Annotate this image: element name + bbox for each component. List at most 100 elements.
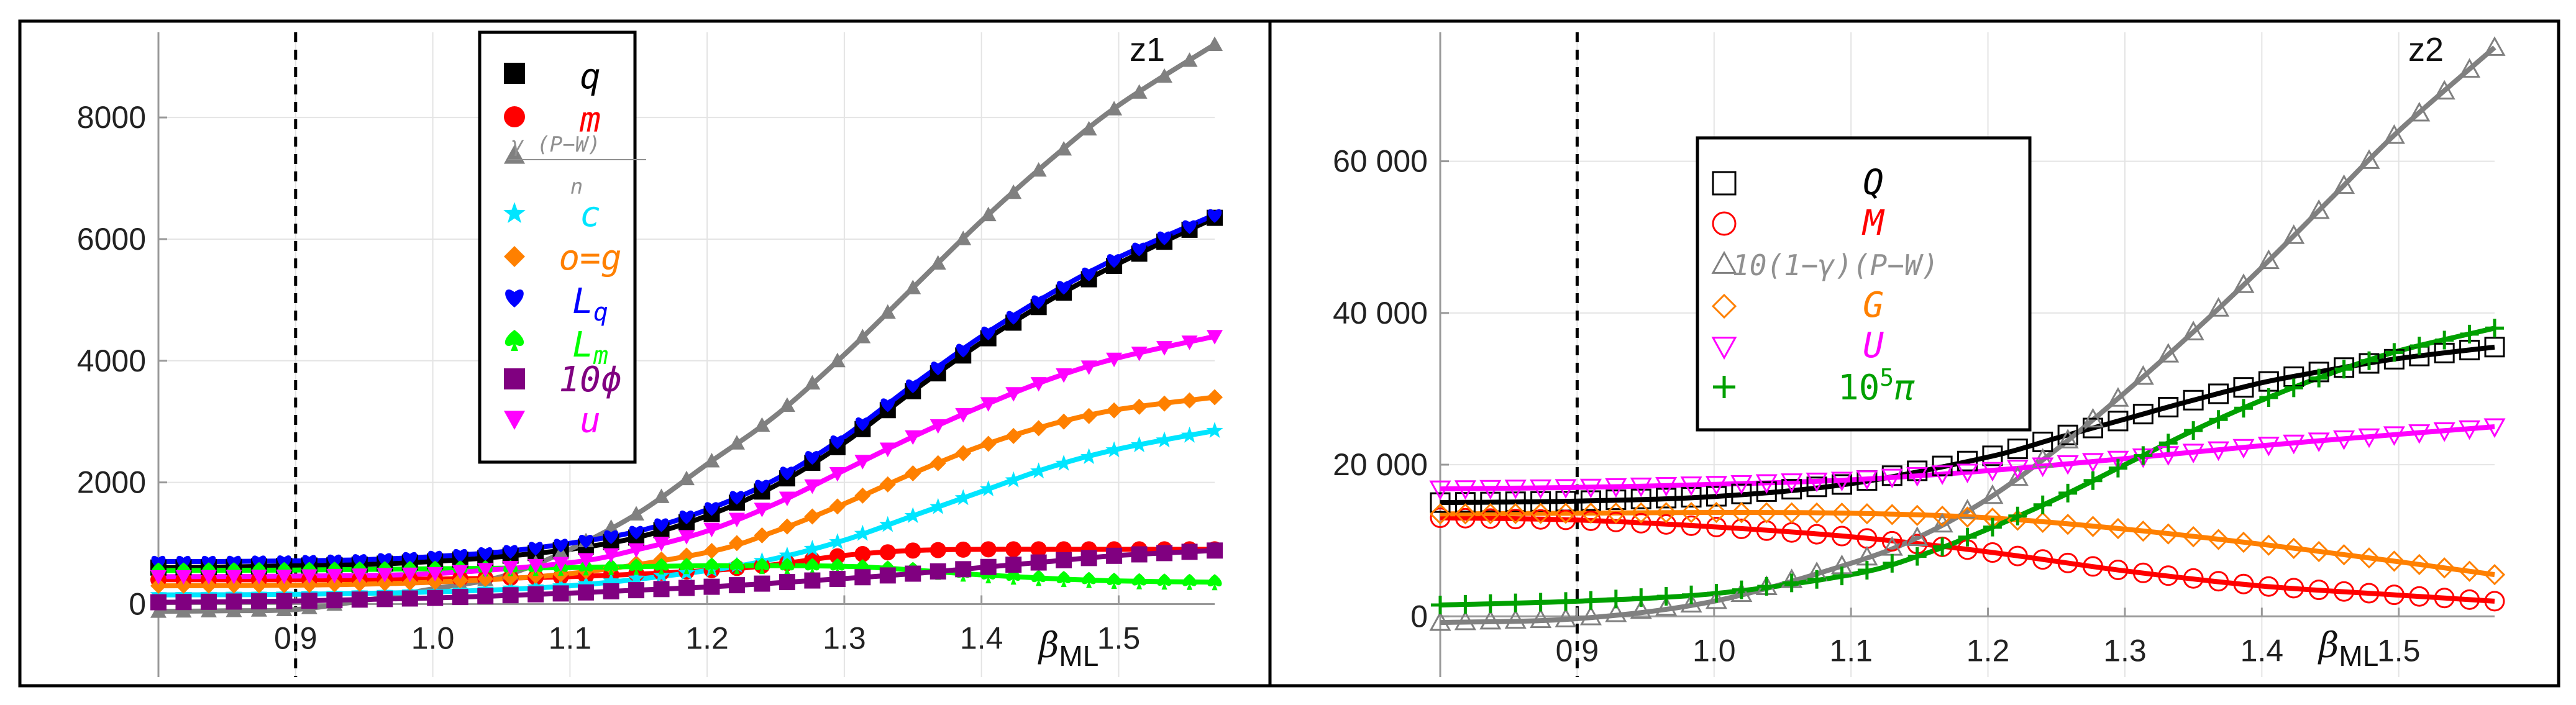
data-point-gammaPW [2232, 273, 2255, 293]
data-point-c [1005, 471, 1022, 488]
data-point-u [879, 442, 896, 457]
data-point-gammaPW [1680, 593, 1702, 613]
x-tick-label: 1.0 [411, 621, 455, 655]
legend-label-c: c [580, 194, 601, 235]
data-point-gammaPW [1931, 512, 1953, 533]
data-point-pi [2234, 399, 2253, 418]
data-point-phi [401, 590, 418, 607]
legend-label-og: o=g [559, 238, 621, 278]
data-point-m [879, 544, 896, 561]
data-point-c [929, 498, 947, 514]
data-point-phi [301, 593, 317, 609]
y-tick-label: 60 000 [1333, 144, 1428, 179]
data-point-G [2434, 557, 2455, 579]
data-point-G [1730, 502, 1752, 524]
data-point-Lm [654, 558, 669, 575]
data-point-M [2283, 578, 2304, 599]
data-point-pi [2359, 351, 2378, 370]
data-point-og [477, 570, 494, 587]
data-point-Q [2208, 383, 2229, 404]
data-point-Lq [1082, 267, 1096, 281]
series-markers-pi [1431, 319, 2504, 614]
data-point-phi [250, 593, 267, 610]
data-point-og [929, 455, 946, 471]
data-point-pi [2058, 483, 2078, 503]
data-point-gammaPW [2408, 101, 2431, 122]
data-point-gamma [1156, 68, 1173, 83]
data-point-c [150, 586, 167, 603]
data-point-G [1906, 504, 1928, 526]
data-point-m [854, 546, 871, 563]
data-point-Lq [403, 552, 418, 566]
data-point-u [427, 566, 444, 582]
legend-label-M: M [1861, 203, 1885, 243]
series-line-gammaPW [1440, 45, 2496, 625]
y-tick-label: 4000 [77, 343, 146, 378]
data-point-M [1455, 507, 1476, 529]
data-point-u [703, 522, 720, 538]
data-point-G [1706, 501, 1727, 524]
data-point-u [578, 553, 595, 568]
data-point-Lm [754, 558, 769, 575]
data-point-og [1106, 402, 1123, 419]
data-point-c [954, 489, 972, 506]
data-point-G [2208, 529, 2229, 550]
data-point-c [1156, 431, 1173, 448]
data-point-U [2081, 453, 2104, 473]
data-point-G [1505, 503, 1527, 524]
data-point-pi [2008, 506, 2027, 525]
data-point-gammaPW [2006, 466, 2029, 486]
data-point-pi [1431, 595, 1450, 614]
data-point-og [678, 547, 695, 564]
data-point-gamma [175, 603, 192, 618]
data-point-G [1530, 503, 1551, 524]
legend-marker-U [1711, 337, 1737, 360]
data-point-og [377, 575, 393, 591]
data-point-c [854, 524, 871, 541]
data-point-U [2459, 420, 2481, 440]
data-point-G [1630, 502, 1652, 524]
series-markers-M [1430, 507, 2505, 612]
data-point-U [1655, 477, 1678, 497]
data-point-c [980, 480, 997, 496]
data-point-M [1580, 510, 1601, 531]
data-point-gamma [200, 603, 217, 617]
data-point-G [2333, 544, 2355, 566]
data-point-pi [1456, 594, 1475, 614]
data-point-U [1605, 478, 1627, 498]
data-point-U [1981, 462, 2004, 482]
data-point-U [1579, 478, 1602, 499]
legend-marker-Lq [505, 289, 524, 307]
data-point-u [804, 479, 821, 494]
series-markers-U [1429, 418, 2506, 501]
data-point-Lm [1207, 574, 1222, 591]
data-point-U [2057, 455, 2079, 475]
data-point-G [2308, 540, 2330, 563]
data-point-m [829, 548, 846, 565]
data-point-c [577, 575, 595, 591]
data-point-Q [1831, 474, 1852, 495]
data-point-pi [1782, 573, 1801, 593]
data-point-phi [905, 565, 921, 582]
data-point-U [2408, 424, 2431, 444]
series-markers-phi [150, 542, 1223, 611]
data-point-U [2032, 457, 2054, 478]
data-point-gamma [1106, 101, 1123, 116]
data-point-M [1706, 516, 1727, 537]
data-point-gamma [628, 506, 645, 521]
data-point-Lq [1132, 242, 1146, 257]
data-point-gamma [955, 230, 972, 245]
data-point-G [2032, 511, 2053, 534]
series-line-c [158, 428, 1215, 598]
x-tick-label: 1.1 [549, 621, 592, 655]
data-point-G [1455, 503, 1476, 525]
legend-marker-og [504, 246, 525, 267]
data-point-M [2409, 586, 2430, 607]
data-point-Lq [905, 379, 920, 393]
panel-frame-right [1268, 19, 2560, 688]
x-axis-label-z2: βML [2318, 625, 2378, 672]
data-point-Q [2158, 396, 2179, 417]
data-point-G [1806, 502, 1828, 524]
data-point-phi [1106, 547, 1123, 564]
legend-label-gamma-denominator: n [570, 175, 583, 199]
